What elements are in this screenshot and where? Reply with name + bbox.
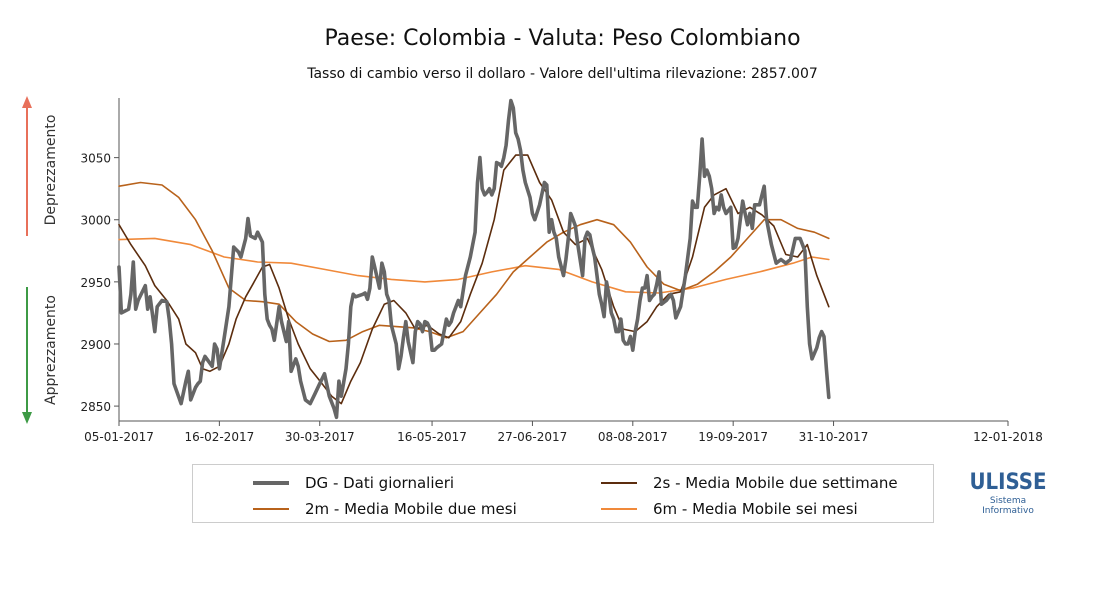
logo-subtitle-1: Sistema bbox=[989, 496, 1027, 506]
chart-subtitle: Tasso di cambio verso il dollaro - Valor… bbox=[307, 66, 818, 82]
series-line-6m bbox=[118, 237, 830, 294]
y-tick-label: 3000 bbox=[80, 214, 111, 228]
x-tick-label: 05-01-2017 bbox=[84, 430, 154, 444]
x-tick-label: 16-05-2017 bbox=[397, 430, 467, 444]
x-tick-label: 19-09-2017 bbox=[698, 430, 768, 444]
legend-label-2m: 2m - Media Mobile due mesi bbox=[305, 500, 517, 518]
legend-swatch-2m bbox=[253, 508, 289, 510]
series-line-2m bbox=[118, 181, 830, 343]
x-tick-label: 31-10-2017 bbox=[799, 430, 869, 444]
line-chart: 2850 2900 2950 3000 3050 05-01-2017 16-02-2017… bbox=[22, 96, 1043, 444]
legend-item-2s: 2s - Media Mobile due settimane bbox=[601, 474, 898, 492]
legend-label-2s: 2s - Media Mobile due settimane bbox=[653, 474, 898, 492]
series-line-dg bbox=[117, 98, 831, 420]
ylabel-appreciation: Apprezzamento bbox=[43, 295, 59, 405]
legend-swatch-dg bbox=[253, 481, 289, 485]
legend-label-dg: DG - Dati giornalieri bbox=[305, 474, 455, 492]
y-tick-label: 2850 bbox=[80, 400, 111, 414]
depreciation-arrow-head bbox=[22, 96, 32, 108]
chart-title: Paese: Colombia - Valuta: Peso Colombian… bbox=[324, 26, 801, 51]
ulisse-logo: ULISSE Sistema Informativo bbox=[966, 470, 1050, 516]
side-labels: Deprezzamento Apprezzamento bbox=[22, 96, 59, 424]
x-tick-label: 30-03-2017 bbox=[285, 430, 355, 444]
y-tick-label: 2900 bbox=[80, 338, 111, 352]
y-tick-label: 2950 bbox=[80, 276, 111, 290]
logo-subtitle-2: Informativo bbox=[982, 506, 1034, 516]
ylabel-depreciation: Deprezzamento bbox=[43, 115, 59, 226]
legend-swatch-6m bbox=[601, 508, 637, 510]
x-tick-label: 16-02-2017 bbox=[184, 430, 254, 444]
x-tick-label: 27-06-2017 bbox=[498, 430, 568, 444]
legend-swatch-2s bbox=[601, 482, 637, 484]
logo-wordmark: ULISSE bbox=[969, 470, 1047, 495]
axes: 2850 2900 2950 3000 3050 05-01-2017 16-02-2017… bbox=[80, 98, 1043, 444]
series-line-2s bbox=[118, 154, 830, 405]
appreciation-arrow-head bbox=[22, 412, 32, 424]
x-tick-label: 12-01-2018 bbox=[973, 430, 1043, 444]
legend-label-6m: 6m - Media Mobile sei mesi bbox=[653, 500, 858, 518]
y-tick-label: 3050 bbox=[80, 152, 111, 166]
series-layer bbox=[117, 98, 831, 420]
legend-item-6m: 6m - Media Mobile sei mesi bbox=[601, 500, 858, 518]
legend-item-dg: DG - Dati giornalieri bbox=[253, 474, 454, 492]
legend-item-2m: 2m - Media Mobile due mesi bbox=[253, 500, 517, 518]
legend: DG - Dati giornalieri 2s - Media Mobile … bbox=[192, 464, 934, 523]
x-tick-label: 08-08-2017 bbox=[598, 430, 668, 444]
